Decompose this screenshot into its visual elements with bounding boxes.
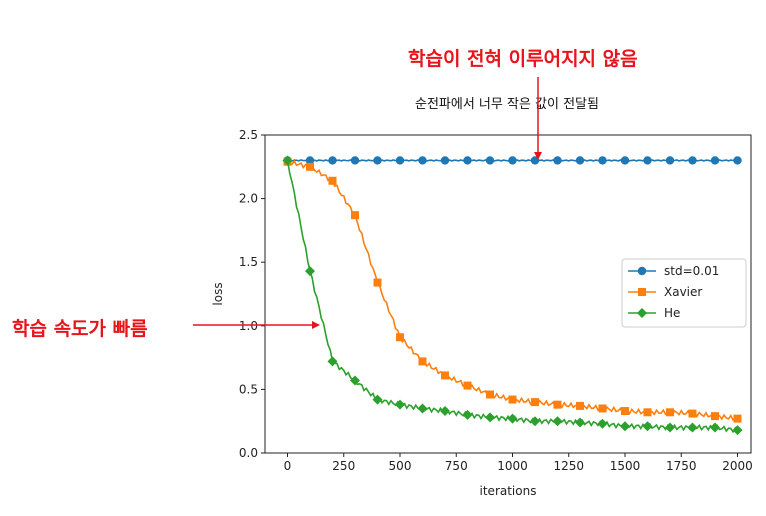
y-tick-label: 2.0 — [239, 192, 258, 206]
x-tick-label: 1000 — [497, 459, 528, 473]
data-point-xavier — [374, 279, 382, 287]
data-point-xavier — [486, 390, 494, 398]
data-point-std-0-01 — [463, 156, 471, 164]
data-point-he — [710, 423, 720, 433]
data-point-he — [733, 425, 743, 435]
x-tick-label: 0 — [284, 459, 292, 473]
data-point-xavier — [644, 408, 652, 416]
data-point-std-0-01 — [396, 156, 404, 164]
data-point-he — [620, 421, 630, 431]
data-point-he — [395, 400, 405, 410]
data-point-xavier — [329, 177, 337, 185]
data-point-std-0-01 — [711, 156, 719, 164]
data-point-std-0-01 — [328, 156, 336, 164]
y-tick-label: 1.5 — [239, 255, 258, 269]
data-point-he — [418, 403, 428, 413]
data-point-xavier — [441, 371, 449, 379]
data-point-he — [643, 421, 653, 431]
legend-marker-std-0-01 — [638, 267, 646, 275]
data-point-std-0-01 — [688, 156, 696, 164]
data-point-std-0-01 — [553, 156, 561, 164]
data-point-std-0-01 — [373, 156, 381, 164]
x-axis-label: iterations — [480, 484, 537, 498]
data-point-std-0-01 — [418, 156, 426, 164]
data-point-xavier — [621, 407, 629, 415]
data-point-std-0-01 — [441, 156, 449, 164]
data-point-xavier — [464, 382, 472, 390]
data-point-xavier — [509, 396, 517, 404]
data-point-he — [530, 416, 540, 426]
data-point-he — [553, 416, 563, 426]
data-point-std-0-01 — [576, 156, 584, 164]
data-point-xavier — [531, 398, 539, 406]
legend-marker-xavier — [638, 288, 646, 296]
data-point-he — [508, 414, 518, 424]
x-tick-label: 1500 — [610, 459, 641, 473]
data-point-std-0-01 — [643, 156, 651, 164]
y-axis-ticks: 0.0 0.5 1.0 1.5 2.0 2.5 — [239, 128, 265, 460]
x-tick-label: 500 — [389, 459, 412, 473]
data-point-std-0-01 — [733, 156, 741, 164]
x-axis-ticks: 0 250 500 750 1000 1250 1500 1750 2000 — [284, 453, 753, 473]
data-point-xavier — [689, 410, 697, 418]
data-point-xavier — [419, 357, 427, 365]
data-point-he — [463, 410, 473, 420]
data-point-he — [575, 417, 585, 427]
data-point-xavier — [666, 408, 674, 416]
x-tick-label: 750 — [445, 459, 468, 473]
data-point-std-0-01 — [598, 156, 606, 164]
x-tick-label: 2000 — [722, 459, 753, 473]
x-tick-label: 1750 — [666, 459, 697, 473]
data-point-std-0-01 — [508, 156, 516, 164]
data-point-he — [440, 406, 450, 416]
y-tick-label: 1.0 — [239, 319, 258, 333]
data-point-xavier — [396, 333, 404, 341]
legend-label-he: He — [664, 306, 680, 320]
data-point-xavier — [576, 402, 584, 410]
y-tick-label: 0.5 — [239, 382, 258, 396]
legend-label-std-0-01: std=0.01 — [664, 264, 719, 278]
x-tick-label: 1250 — [553, 459, 584, 473]
data-point-he — [688, 423, 698, 433]
data-point-std-0-01 — [351, 156, 359, 164]
data-point-xavier — [554, 401, 562, 409]
data-point-xavier — [351, 211, 359, 219]
y-tick-label: 0.0 — [239, 446, 258, 460]
data-point-std-0-01 — [666, 156, 674, 164]
legend: std=0.01 Xavier He — [622, 259, 746, 327]
data-point-xavier — [711, 412, 719, 420]
data-point-std-0-01 — [486, 156, 494, 164]
left-arrow-head — [312, 321, 320, 329]
data-point-he — [665, 423, 675, 433]
series-std-0-01 — [283, 156, 741, 164]
data-point-std-0-01 — [621, 156, 629, 164]
data-point-xavier — [734, 415, 742, 423]
data-point-xavier — [306, 163, 314, 171]
y-tick-label: 2.5 — [239, 128, 258, 142]
x-tick-label: 250 — [332, 459, 355, 473]
data-point-he — [305, 266, 315, 276]
y-axis-label: loss — [211, 282, 225, 305]
legend-label-xavier: Xavier — [664, 285, 702, 299]
data-point-he — [328, 356, 338, 366]
data-point-he — [598, 419, 608, 429]
data-point-xavier — [599, 404, 607, 412]
data-point-he — [485, 412, 495, 422]
